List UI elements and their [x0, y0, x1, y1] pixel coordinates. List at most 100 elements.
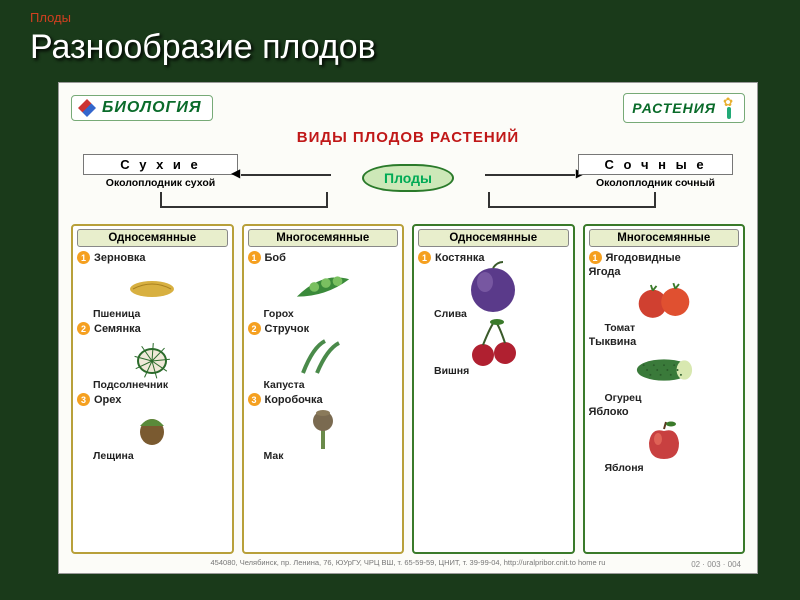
item-number-badge: 2	[77, 322, 90, 335]
column: Многосемянные1БобГорох2СтручокКапуста3Ко…	[242, 224, 405, 554]
arrow-right-icon	[485, 174, 575, 176]
category-badge: РАСТЕНИЯ	[623, 93, 745, 123]
column-body: 1КостянкаСлива Вишня	[418, 251, 569, 549]
item-label-row: 2 Семянка	[77, 322, 228, 335]
item-image	[248, 336, 399, 378]
fruit-item: Тыквина Огурец	[589, 336, 740, 404]
column-header: Односемянные	[77, 229, 228, 247]
connector-line	[654, 192, 656, 206]
column-body: 1БобГорох2СтручокКапуста3КоробочкаМак	[248, 251, 399, 549]
root-node: Плоды	[362, 164, 454, 192]
poppy-icon	[293, 407, 353, 449]
item-image	[77, 336, 228, 378]
apple-icon	[634, 419, 694, 461]
fruit-item: 3 Орех Лещина	[77, 393, 228, 462]
item-image	[77, 407, 228, 449]
column-header: Многосемянные	[248, 229, 399, 247]
fruit-item: 1 Зерновка Пшеница	[77, 251, 228, 320]
group-dry-sub: Околоплодник сухой	[83, 177, 238, 189]
item-label: Тыквина	[589, 336, 637, 348]
item-label-row: 3 Орех	[77, 393, 228, 406]
column: Односемянные1ЗерновкаПшеница2СемянкаПодс…	[71, 224, 234, 554]
pod-icon	[293, 336, 353, 378]
group-dry-title: С у х и е	[83, 154, 238, 175]
fruit-item: 1КостянкаСлива	[418, 251, 569, 320]
item-image	[248, 265, 399, 307]
poster-board: БИОЛОГИЯ РАСТЕНИЯ ВИДЫ ПЛОДОВ РАСТЕНИЙ С…	[58, 82, 758, 574]
item-label: Яблоко	[589, 406, 629, 418]
item-label: Стручок	[265, 323, 310, 335]
sunflower-icon	[122, 336, 182, 378]
fruit-item: Ягода Томат	[589, 266, 740, 334]
item-label-row: 1 Зерновка	[77, 251, 228, 264]
fruit-item: 3 Коробочка Мак	[248, 393, 399, 462]
fruit-item: 1 Боб Горох	[248, 251, 399, 320]
item-label: Зерновка	[94, 252, 145, 264]
item-sublabel: Вишня	[434, 365, 569, 377]
chart-title: ВИДЫ ПЛОДОВ РАСТЕНИЙ	[71, 129, 745, 146]
item-sublabel: Мак	[264, 450, 399, 462]
item-number-badge: 3	[248, 393, 261, 406]
fruit-item: 1 Ягодовидные	[589, 251, 740, 264]
item-label: Боб	[265, 252, 286, 264]
brand-label: БИОЛОГИЯ	[102, 99, 202, 117]
item-label-row: 2 Стручок	[248, 322, 399, 335]
connector-line	[488, 192, 490, 206]
item-label-row: Тыквина	[589, 336, 740, 348]
item-sublabel: Лещина	[93, 450, 228, 462]
group-juicy-title: С о ч н ы е	[578, 154, 733, 175]
fruit-item: Яблоко Яблоня	[589, 406, 740, 474]
item-sublabel: Горох	[264, 308, 399, 320]
item-number-badge: 1	[77, 251, 90, 264]
group-juicy-sub: Околоплодник сочный	[578, 177, 733, 189]
item-label: Коробочка	[265, 394, 323, 406]
tomato-icon	[634, 279, 694, 321]
nut-icon	[122, 407, 182, 449]
item-image	[77, 265, 228, 307]
column-header: Односемянные	[418, 229, 569, 247]
connector-line	[488, 206, 656, 208]
item-number-badge: 1	[248, 251, 261, 264]
item-sublabel: Томат	[605, 322, 740, 334]
connector-line	[160, 206, 328, 208]
plum-icon	[463, 265, 523, 307]
brand-logo-icon	[78, 99, 96, 117]
column: Многосемянные1ЯгодовидныеЯгодаТоматТыкви…	[583, 224, 746, 554]
item-image	[418, 322, 569, 364]
item-label: Семянка	[94, 323, 141, 335]
cherry-icon	[463, 322, 523, 364]
hierarchy: С у х и е Околоплодник сухой Плоды С о ч…	[71, 150, 745, 224]
item-sublabel: Огурец	[605, 392, 740, 404]
fruit-item: Вишня	[418, 322, 569, 377]
item-image	[418, 265, 569, 307]
item-label: Орех	[94, 394, 121, 406]
column: Односемянные 1КостянкаСлива Вишня	[412, 224, 575, 554]
poster-header: БИОЛОГИЯ РАСТЕНИЯ	[71, 93, 745, 123]
column-body: 1 Ягодовидные Ягода Томат Тыквина Огурец Яблок…	[589, 251, 740, 549]
item-label-row: Яблоко	[589, 406, 740, 418]
cucumber-icon	[634, 349, 694, 391]
poster-footer: 454080, Челябинск, пр. Ленина, 76, ЮУрГУ…	[71, 558, 745, 567]
item-image	[589, 349, 740, 391]
item-sublabel: Яблоня	[605, 462, 740, 474]
item-number-badge: 3	[77, 393, 90, 406]
item-label-row: Ягода	[589, 266, 740, 278]
plant-icon	[722, 97, 736, 119]
item-sublabel: Пшеница	[93, 308, 228, 320]
wheat-icon	[122, 265, 182, 307]
connector-line	[160, 192, 162, 206]
item-label-row: 1 Боб	[248, 251, 399, 264]
columns-row: Односемянные1ЗерновкаПшеница2СемянкаПодс…	[71, 224, 745, 554]
arrow-left-icon	[241, 174, 331, 176]
item-image	[589, 419, 740, 461]
slide-title: Разнообразие плодов	[30, 28, 376, 67]
group-juicy: С о ч н ы е Околоплодник сочный	[578, 154, 733, 189]
poster-code: 02 · 003 · 004	[691, 560, 741, 569]
item-image	[589, 279, 740, 321]
breadcrumb: Плоды	[30, 10, 71, 25]
slide: Плоды Разнообразие плодов БИОЛОГИЯ РАСТЕ…	[0, 0, 800, 600]
item-number-badge: 2	[248, 322, 261, 335]
item-number-badge: 1	[589, 251, 602, 264]
fruit-item: 2СтручокКапуста	[248, 322, 399, 391]
item-label: Ягодовидные	[606, 252, 681, 264]
